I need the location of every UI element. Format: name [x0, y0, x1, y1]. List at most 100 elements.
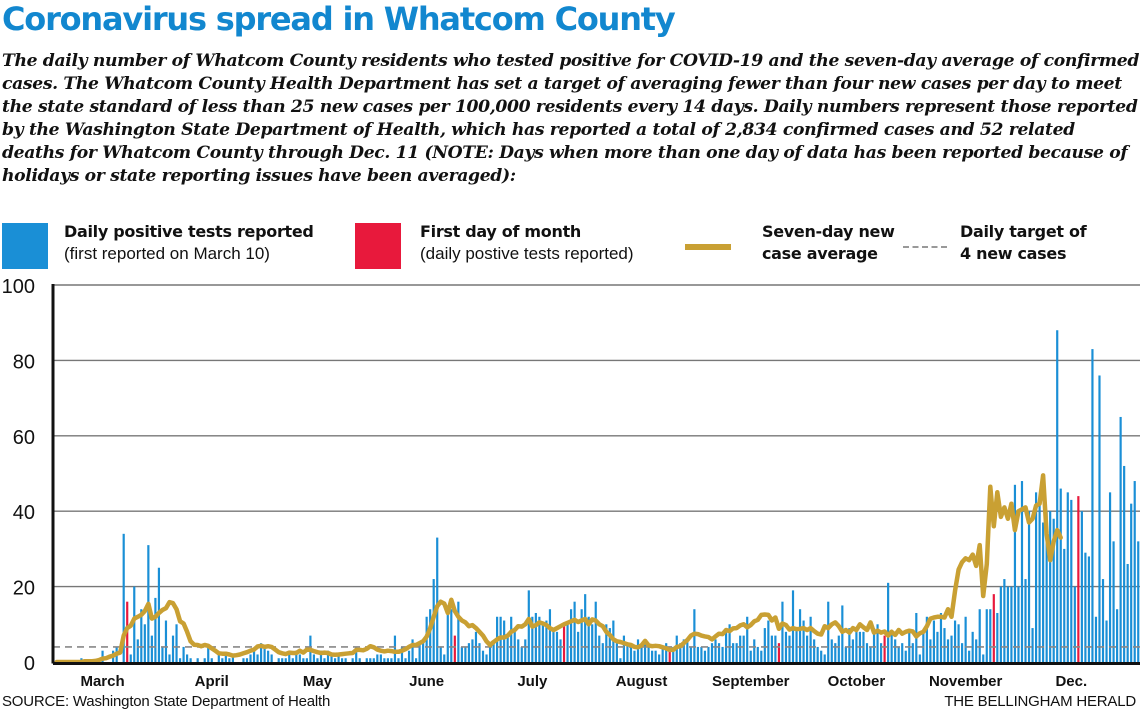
legend-subtitle: case average [762, 244, 878, 263]
bars [80, 330, 1140, 662]
bar-daily [714, 639, 717, 662]
bar-daily [936, 631, 939, 662]
axis-labels: 0 20 40 60 80 100 March April May June July August S… [2, 278, 1088, 690]
bar-daily [809, 616, 812, 662]
bar-first-of-month [883, 635, 886, 662]
bar-daily [150, 635, 153, 662]
bar-daily [140, 609, 143, 662]
bar-daily [270, 654, 273, 662]
bar-daily [739, 635, 742, 662]
bar-daily [717, 643, 721, 662]
bar-daily [249, 654, 252, 662]
x-tick-label: April [195, 673, 229, 690]
bar-daily [1073, 586, 1076, 662]
y-tick-label: 40 [13, 502, 35, 524]
bar-daily [298, 654, 301, 662]
chart-description: The daily number of Whatcom County resid… [2, 51, 1140, 186]
bar-daily [654, 650, 657, 662]
bar-daily [390, 658, 393, 662]
bar-daily [767, 620, 770, 662]
bar-daily [263, 646, 266, 662]
bar-daily [295, 650, 298, 662]
bar-daily [189, 658, 192, 662]
bar-daily [178, 658, 182, 662]
bar-daily [383, 658, 386, 662]
bar-daily [291, 658, 294, 662]
bar-daily [580, 609, 583, 662]
bar-daily [252, 650, 256, 662]
bar-daily [1119, 416, 1122, 662]
y-tick-label: 20 [13, 578, 35, 600]
bar-daily [284, 658, 287, 662]
bar-daily [904, 650, 907, 662]
bar-daily [527, 590, 530, 662]
bar-daily [242, 658, 245, 662]
bar-daily [961, 643, 964, 662]
bar-daily [957, 624, 960, 662]
bar-daily [492, 643, 495, 662]
bar-daily [485, 654, 488, 662]
bar-daily [746, 616, 749, 662]
bar-daily [531, 616, 534, 662]
bar-daily [245, 658, 249, 662]
bar-daily [1066, 492, 1069, 662]
bar-daily [813, 639, 816, 662]
bar-daily [806, 635, 809, 662]
bar-daily [964, 616, 967, 662]
bar-daily [164, 620, 168, 662]
bar-daily [1123, 465, 1126, 662]
bar-daily [996, 612, 999, 662]
bar-daily [636, 639, 640, 662]
bar-daily [640, 643, 643, 662]
bar-daily [538, 616, 541, 662]
bar-daily [975, 639, 978, 662]
bar-daily [302, 658, 305, 662]
bar-daily [365, 658, 368, 662]
bar-daily [333, 658, 337, 662]
bar-daily [446, 605, 449, 662]
bar-daily [753, 639, 756, 662]
bar-daily [830, 639, 833, 662]
bar-daily [228, 658, 231, 662]
bar-daily [548, 609, 552, 662]
bar-daily [943, 628, 946, 662]
bar-daily [918, 654, 921, 662]
bar-daily [267, 650, 270, 662]
bar-daily [182, 646, 185, 662]
bar-daily [231, 654, 234, 662]
bar-daily [732, 643, 735, 662]
bar-daily [541, 624, 544, 662]
bar-daily [587, 616, 590, 662]
bar-daily [1091, 349, 1094, 662]
bar-daily [879, 643, 883, 662]
x-tick-label: November [929, 673, 1003, 690]
bar-daily [566, 624, 569, 662]
bar-daily [735, 643, 738, 662]
bar-first-of-month [668, 650, 671, 662]
bar-daily [798, 609, 802, 662]
legend-item-daily: Daily positive tests reported (first rep… [64, 221, 314, 265]
bar-daily [1020, 481, 1024, 662]
bar-daily [823, 654, 826, 662]
bar-daily [601, 643, 604, 662]
bar-daily [573, 601, 576, 662]
bar-daily [467, 643, 471, 662]
y-tick-label: 0 [24, 653, 35, 675]
x-tick-label: August [616, 673, 668, 690]
bar-daily [619, 658, 622, 662]
bar-daily [760, 650, 763, 662]
legend-line-average [685, 244, 731, 250]
publisher-credit: THE BELLINGHAM HERALD [944, 693, 1136, 710]
bar-daily [256, 654, 259, 662]
bar-daily [1003, 579, 1006, 662]
legend-subtitle: (daily postive tests reported) [420, 244, 634, 263]
bar-daily [478, 643, 481, 662]
bar-daily [154, 597, 157, 662]
bar-daily [763, 628, 766, 662]
bar-daily [1101, 579, 1105, 662]
bar-daily [221, 658, 224, 662]
bar-daily [679, 643, 682, 662]
bar-daily [210, 658, 213, 662]
bar-daily [820, 650, 823, 662]
bar-daily [844, 646, 847, 662]
